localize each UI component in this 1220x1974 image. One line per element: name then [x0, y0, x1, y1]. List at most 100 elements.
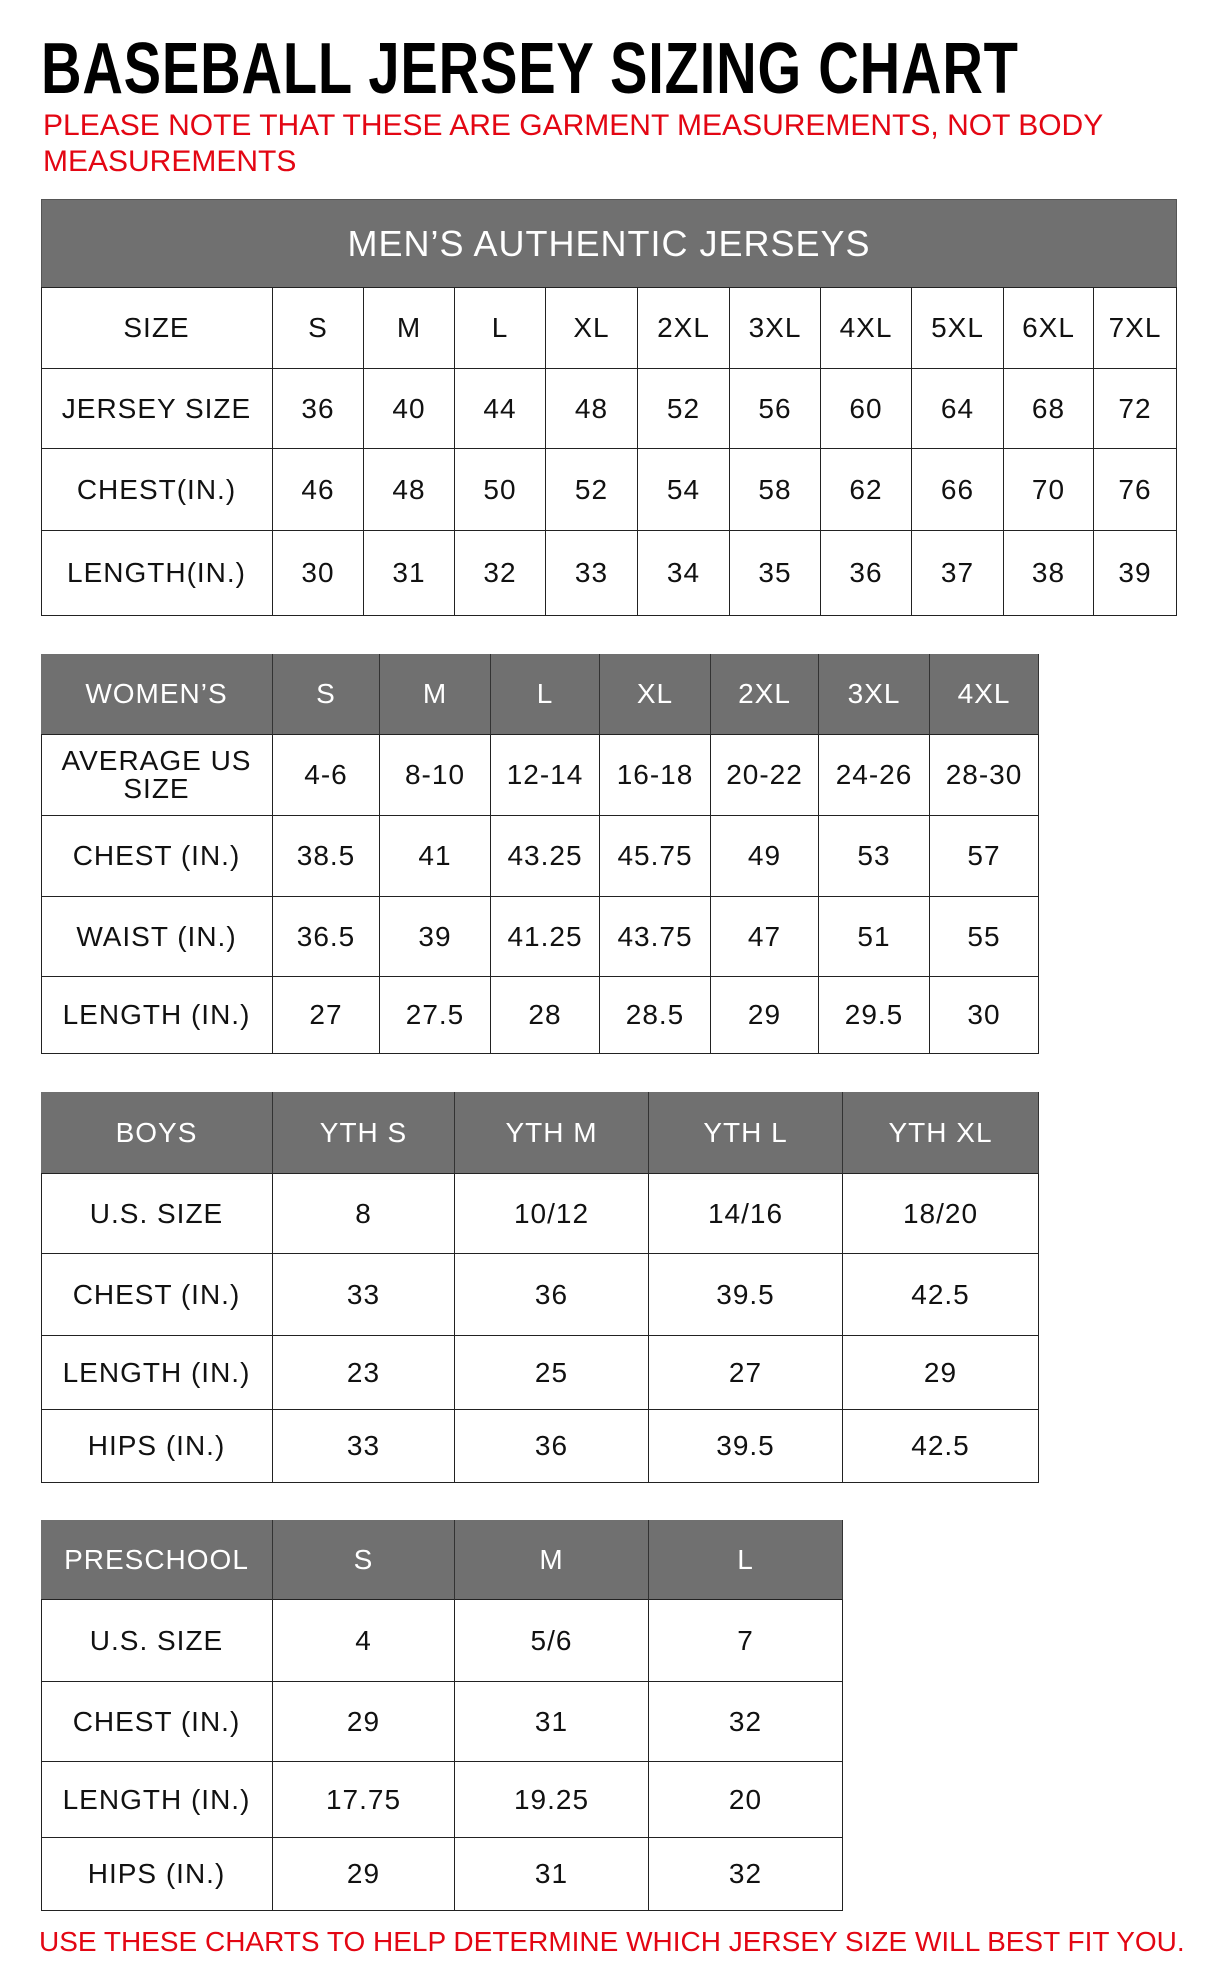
boys-row-label: HIPS (IN.) — [41, 1410, 273, 1483]
mens-row-label: CHEST(IN.) — [41, 449, 273, 531]
preschool-row-label: U.S. SIZE — [41, 1600, 273, 1682]
preschool-value-cell: 31 — [455, 1838, 649, 1911]
boys-value-cell: 23 — [273, 1336, 455, 1410]
womens-row-label: WAIST (IN.) — [41, 897, 273, 977]
mens-value-cell: 31 — [364, 531, 455, 616]
womens-header-label: WOMEN’S — [41, 654, 273, 735]
mens-value-cell: 66 — [912, 449, 1004, 531]
womens-size-header: XL — [600, 654, 711, 735]
womens-value-cell: 29 — [711, 977, 819, 1054]
womens-row-label: CHEST (IN.) — [41, 816, 273, 897]
preschool-row-label: CHEST (IN.) — [41, 1682, 273, 1762]
preschool-value-cell: 29 — [273, 1682, 455, 1762]
womens-size-table: WOMEN’S S M L XL 2XL 3XL 4XL AVERAGE US SIZE 4-6 8… — [41, 654, 1039, 1054]
mens-row-label: JERSEY SIZE — [41, 369, 273, 449]
mens-value-cell: 36 — [821, 531, 912, 616]
mens-value-cell: 38 — [1004, 531, 1094, 616]
boys-row-label: CHEST (IN.) — [41, 1254, 273, 1336]
footer-note: USE THESE CHARTS TO HELP DETERMINE WHICH… — [39, 1926, 1185, 1957]
womens-value-cell: 41.25 — [491, 897, 600, 977]
boys-value-cell: 14/16 — [649, 1174, 843, 1254]
mens-size-header: 3XL — [730, 287, 821, 369]
womens-value-cell: 43.25 — [491, 816, 600, 897]
preschool-size-table: PRESCHOOL S M L U.S. SIZE 4 5/6 7 CHEST (IN.) 29 3… — [41, 1520, 843, 1911]
preschool-value-cell: 32 — [649, 1838, 843, 1911]
boys-value-cell: 42.5 — [843, 1410, 1039, 1483]
womens-value-cell: 28.5 — [600, 977, 711, 1054]
preschool-size-header: L — [649, 1520, 843, 1600]
womens-value-cell: 29.5 — [819, 977, 930, 1054]
womens-value-cell: 28-30 — [930, 735, 1039, 816]
mens-value-cell: 56 — [730, 369, 821, 449]
preschool-row-label: HIPS (IN.) — [41, 1838, 273, 1911]
womens-size-header: 4XL — [930, 654, 1039, 735]
mens-size-header: 6XL — [1004, 287, 1094, 369]
page-title: BASEBALL JERSEY SIZING CHART — [41, 29, 1019, 109]
mens-value-cell: 64 — [912, 369, 1004, 449]
womens-row-label: AVERAGE US SIZE — [41, 735, 273, 816]
mens-value-cell: 34 — [638, 531, 730, 616]
preschool-value-cell: 20 — [649, 1762, 843, 1838]
mens-size-header: M — [364, 287, 455, 369]
preschool-value-cell: 19.25 — [455, 1762, 649, 1838]
preschool-value-cell: 32 — [649, 1682, 843, 1762]
mens-value-cell: 70 — [1004, 449, 1094, 531]
preschool-header-label: PRESCHOOL — [41, 1520, 273, 1600]
mens-value-cell: 36 — [273, 369, 364, 449]
mens-value-cell: 44 — [455, 369, 546, 449]
boys-header-label: BOYS — [41, 1092, 273, 1174]
mens-header-label: SIZE — [41, 287, 273, 369]
mens-value-cell: 48 — [364, 449, 455, 531]
preschool-size-header: S — [273, 1520, 455, 1600]
boys-value-cell: 33 — [273, 1410, 455, 1483]
mens-value-cell: 39 — [1094, 531, 1177, 616]
preschool-value-cell: 17.75 — [273, 1762, 455, 1838]
mens-value-cell: 37 — [912, 531, 1004, 616]
womens-value-cell: 8-10 — [380, 735, 491, 816]
mens-value-cell: 76 — [1094, 449, 1177, 531]
boys-value-cell: 10/12 — [455, 1174, 649, 1254]
mens-value-cell: 48 — [546, 369, 638, 449]
boys-value-cell: 39.5 — [649, 1254, 843, 1336]
boys-size-header: YTH L — [649, 1092, 843, 1174]
boys-value-cell: 29 — [843, 1336, 1039, 1410]
boys-value-cell: 33 — [273, 1254, 455, 1336]
mens-value-cell: 62 — [821, 449, 912, 531]
womens-value-cell: 27 — [273, 977, 380, 1054]
mens-value-cell: 50 — [455, 449, 546, 531]
preschool-value-cell: 7 — [649, 1600, 843, 1682]
mens-size-header: L — [455, 287, 546, 369]
boys-row-label: U.S. SIZE — [41, 1174, 273, 1254]
mens-value-cell: 60 — [821, 369, 912, 449]
mens-size-header: 7XL — [1094, 287, 1177, 369]
boys-value-cell: 25 — [455, 1336, 649, 1410]
womens-value-cell: 39 — [380, 897, 491, 977]
mens-row-label: LENGTH(IN.) — [41, 531, 273, 616]
womens-row-label: LENGTH (IN.) — [41, 977, 273, 1054]
mens-size-header: 2XL — [638, 287, 730, 369]
mens-table-banner: MEN’S AUTHENTIC JERSEYS — [41, 199, 1177, 288]
womens-value-cell: 43.75 — [600, 897, 711, 977]
womens-size-header: 3XL — [819, 654, 930, 735]
preschool-value-cell: 4 — [273, 1600, 455, 1682]
mens-size-header: 4XL — [821, 287, 912, 369]
mens-size-header: 5XL — [912, 287, 1004, 369]
womens-value-cell: 27.5 — [380, 977, 491, 1054]
womens-size-header: 2XL — [711, 654, 819, 735]
womens-value-cell: 47 — [711, 897, 819, 977]
mens-size-header: S — [273, 287, 364, 369]
preschool-value-cell: 29 — [273, 1838, 455, 1911]
womens-value-cell: 28 — [491, 977, 600, 1054]
womens-value-cell: 38.5 — [273, 816, 380, 897]
boys-value-cell: 39.5 — [649, 1410, 843, 1483]
mens-value-cell: 68 — [1004, 369, 1094, 449]
mens-value-cell: 52 — [638, 369, 730, 449]
womens-value-cell: 45.75 — [600, 816, 711, 897]
womens-value-cell: 12-14 — [491, 735, 600, 816]
boys-size-table: BOYS YTH S YTH M YTH L YTH XL U.S. SIZE 8 10/12… — [41, 1092, 1039, 1483]
mens-value-cell: 32 — [455, 531, 546, 616]
boys-size-header: YTH M — [455, 1092, 649, 1174]
mens-value-cell: 40 — [364, 369, 455, 449]
boys-value-cell: 42.5 — [843, 1254, 1039, 1336]
mens-value-cell: 54 — [638, 449, 730, 531]
